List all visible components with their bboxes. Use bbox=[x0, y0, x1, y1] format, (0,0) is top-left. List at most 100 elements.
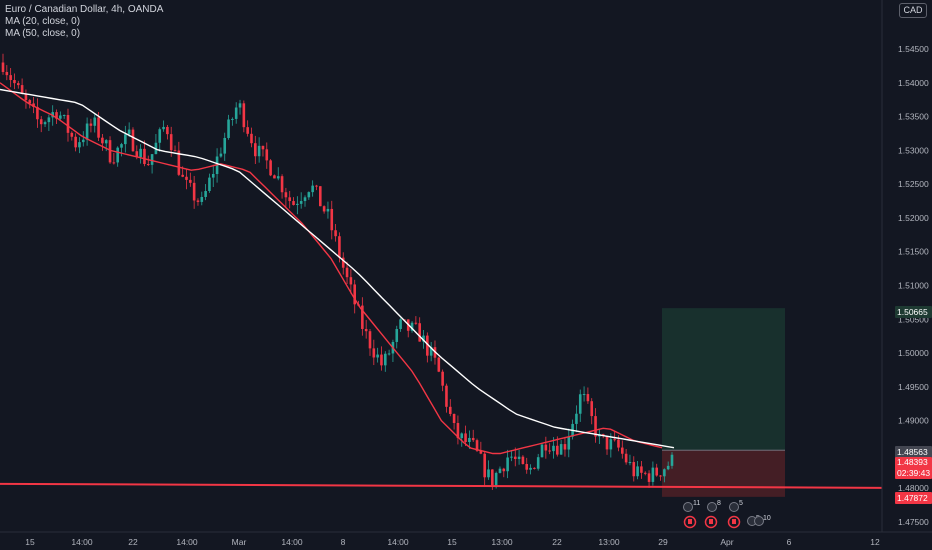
candle-body bbox=[192, 182, 196, 201]
candle-body bbox=[506, 457, 509, 472]
candle-body bbox=[204, 190, 207, 197]
price-tick-9: 1.50500 bbox=[898, 314, 929, 324]
candle-body bbox=[380, 354, 383, 366]
candle-body bbox=[303, 197, 307, 202]
candle-body bbox=[349, 277, 353, 285]
candle-body bbox=[510, 456, 513, 458]
candle-body bbox=[47, 117, 51, 123]
price-tick-13: 1.48000 bbox=[898, 483, 929, 493]
candle-body bbox=[540, 444, 544, 458]
candle-body bbox=[445, 385, 448, 407]
time-tick-9: 13:00 bbox=[491, 537, 513, 547]
candle-body bbox=[368, 331, 372, 349]
candle-body bbox=[468, 437, 471, 443]
candle-body bbox=[448, 406, 452, 414]
time-tick-11: 13:00 bbox=[598, 537, 620, 547]
candle-body bbox=[318, 186, 322, 207]
candle-body bbox=[372, 348, 376, 358]
candle-body bbox=[536, 457, 540, 469]
candle-body bbox=[166, 126, 169, 135]
candle-body bbox=[196, 200, 200, 202]
candle-body bbox=[659, 475, 662, 477]
candle-body bbox=[116, 147, 119, 163]
candle-body bbox=[189, 179, 192, 183]
candle-body bbox=[643, 472, 647, 474]
candle-body bbox=[89, 123, 93, 126]
candle-body bbox=[208, 177, 211, 191]
candle-body bbox=[460, 433, 464, 439]
candle-body bbox=[437, 357, 441, 372]
candle-body bbox=[414, 322, 418, 324]
candle-body bbox=[181, 174, 184, 177]
news-event-glyph bbox=[732, 519, 736, 524]
candle-body bbox=[471, 437, 475, 441]
candle-body bbox=[647, 473, 651, 482]
candle-body bbox=[143, 148, 146, 165]
candle-body bbox=[464, 433, 467, 443]
time-tick-3: 14:00 bbox=[176, 537, 198, 547]
candle-body bbox=[39, 119, 43, 125]
price-axis[interactable]: 1.555001.545001.540001.535001.530001.525… bbox=[898, 0, 929, 527]
candle-body bbox=[513, 456, 517, 460]
bar-countdown: 02:39:43 bbox=[897, 468, 931, 478]
ma50-legend[interactable]: MA (50, close, 0) bbox=[5, 28, 81, 39]
candle-body bbox=[410, 322, 414, 331]
candle-body bbox=[219, 153, 223, 157]
candle-body bbox=[227, 119, 230, 138]
symbol-title[interactable]: Euro / Canadian Dollar, 4h, OANDA bbox=[5, 4, 164, 15]
candle-body bbox=[426, 335, 429, 356]
candle-body bbox=[559, 444, 563, 455]
event-markers[interactable]: 1185510 bbox=[683, 500, 771, 529]
candle-body bbox=[353, 284, 357, 305]
candle-body bbox=[594, 416, 597, 437]
time-tick-8: 15 bbox=[447, 537, 457, 547]
candle-body bbox=[74, 136, 77, 148]
candle-body bbox=[32, 103, 35, 107]
event-icon bbox=[729, 502, 739, 512]
candle-body bbox=[441, 371, 444, 386]
candle-body bbox=[269, 160, 272, 176]
time-tick-6: 8 bbox=[341, 537, 346, 547]
position-zones[interactable] bbox=[662, 308, 785, 497]
candle-body bbox=[452, 413, 456, 424]
support-line[interactable] bbox=[0, 482, 883, 489]
candle-body bbox=[529, 467, 532, 470]
candle-body bbox=[36, 106, 39, 120]
chart-legend: Euro / Canadian Dollar, 4h, OANDA MA (20… bbox=[5, 4, 163, 40]
candle-body bbox=[292, 201, 295, 205]
price-tick-1: 1.54500 bbox=[898, 44, 929, 54]
candle-body bbox=[55, 112, 58, 119]
candle-body bbox=[62, 115, 66, 117]
ma20-legend[interactable]: MA (20, close, 0) bbox=[5, 16, 81, 27]
moving-averages bbox=[0, 82, 675, 455]
candle-body bbox=[345, 267, 349, 278]
candle-body bbox=[395, 328, 399, 342]
candle-body bbox=[494, 472, 498, 486]
time-axis[interactable]: 15 14:00 22 14:00 Mar 14:00 8 14:00 15 13:00 22 13:… bbox=[25, 537, 880, 547]
candle-body bbox=[135, 151, 139, 158]
candle-body bbox=[93, 117, 97, 126]
candle-body bbox=[376, 354, 379, 358]
event-count: 10 bbox=[763, 515, 771, 522]
take-profit-price-label: 1.50665 bbox=[895, 306, 932, 318]
candle-body bbox=[16, 83, 20, 86]
candle-body bbox=[456, 423, 460, 439]
price-tick-12: 1.49000 bbox=[898, 416, 929, 426]
candle-body bbox=[299, 201, 303, 204]
candle-body bbox=[108, 140, 112, 163]
candle-body bbox=[242, 103, 246, 128]
currency-button[interactable]: CAD bbox=[899, 3, 927, 18]
candle-body bbox=[330, 208, 334, 231]
price-tick-8: 1.51000 bbox=[898, 281, 929, 291]
candle-body bbox=[66, 115, 70, 133]
candle-body bbox=[173, 150, 177, 152]
candle-body bbox=[101, 137, 104, 144]
time-tick-15: 12 bbox=[870, 537, 880, 547]
candle-body bbox=[24, 93, 28, 101]
price-tick-6: 1.52000 bbox=[898, 213, 929, 223]
candle-body bbox=[112, 162, 116, 164]
time-tick-2: 22 bbox=[128, 537, 138, 547]
candle-body bbox=[517, 456, 521, 460]
price-tick-10: 1.50000 bbox=[898, 348, 929, 358]
